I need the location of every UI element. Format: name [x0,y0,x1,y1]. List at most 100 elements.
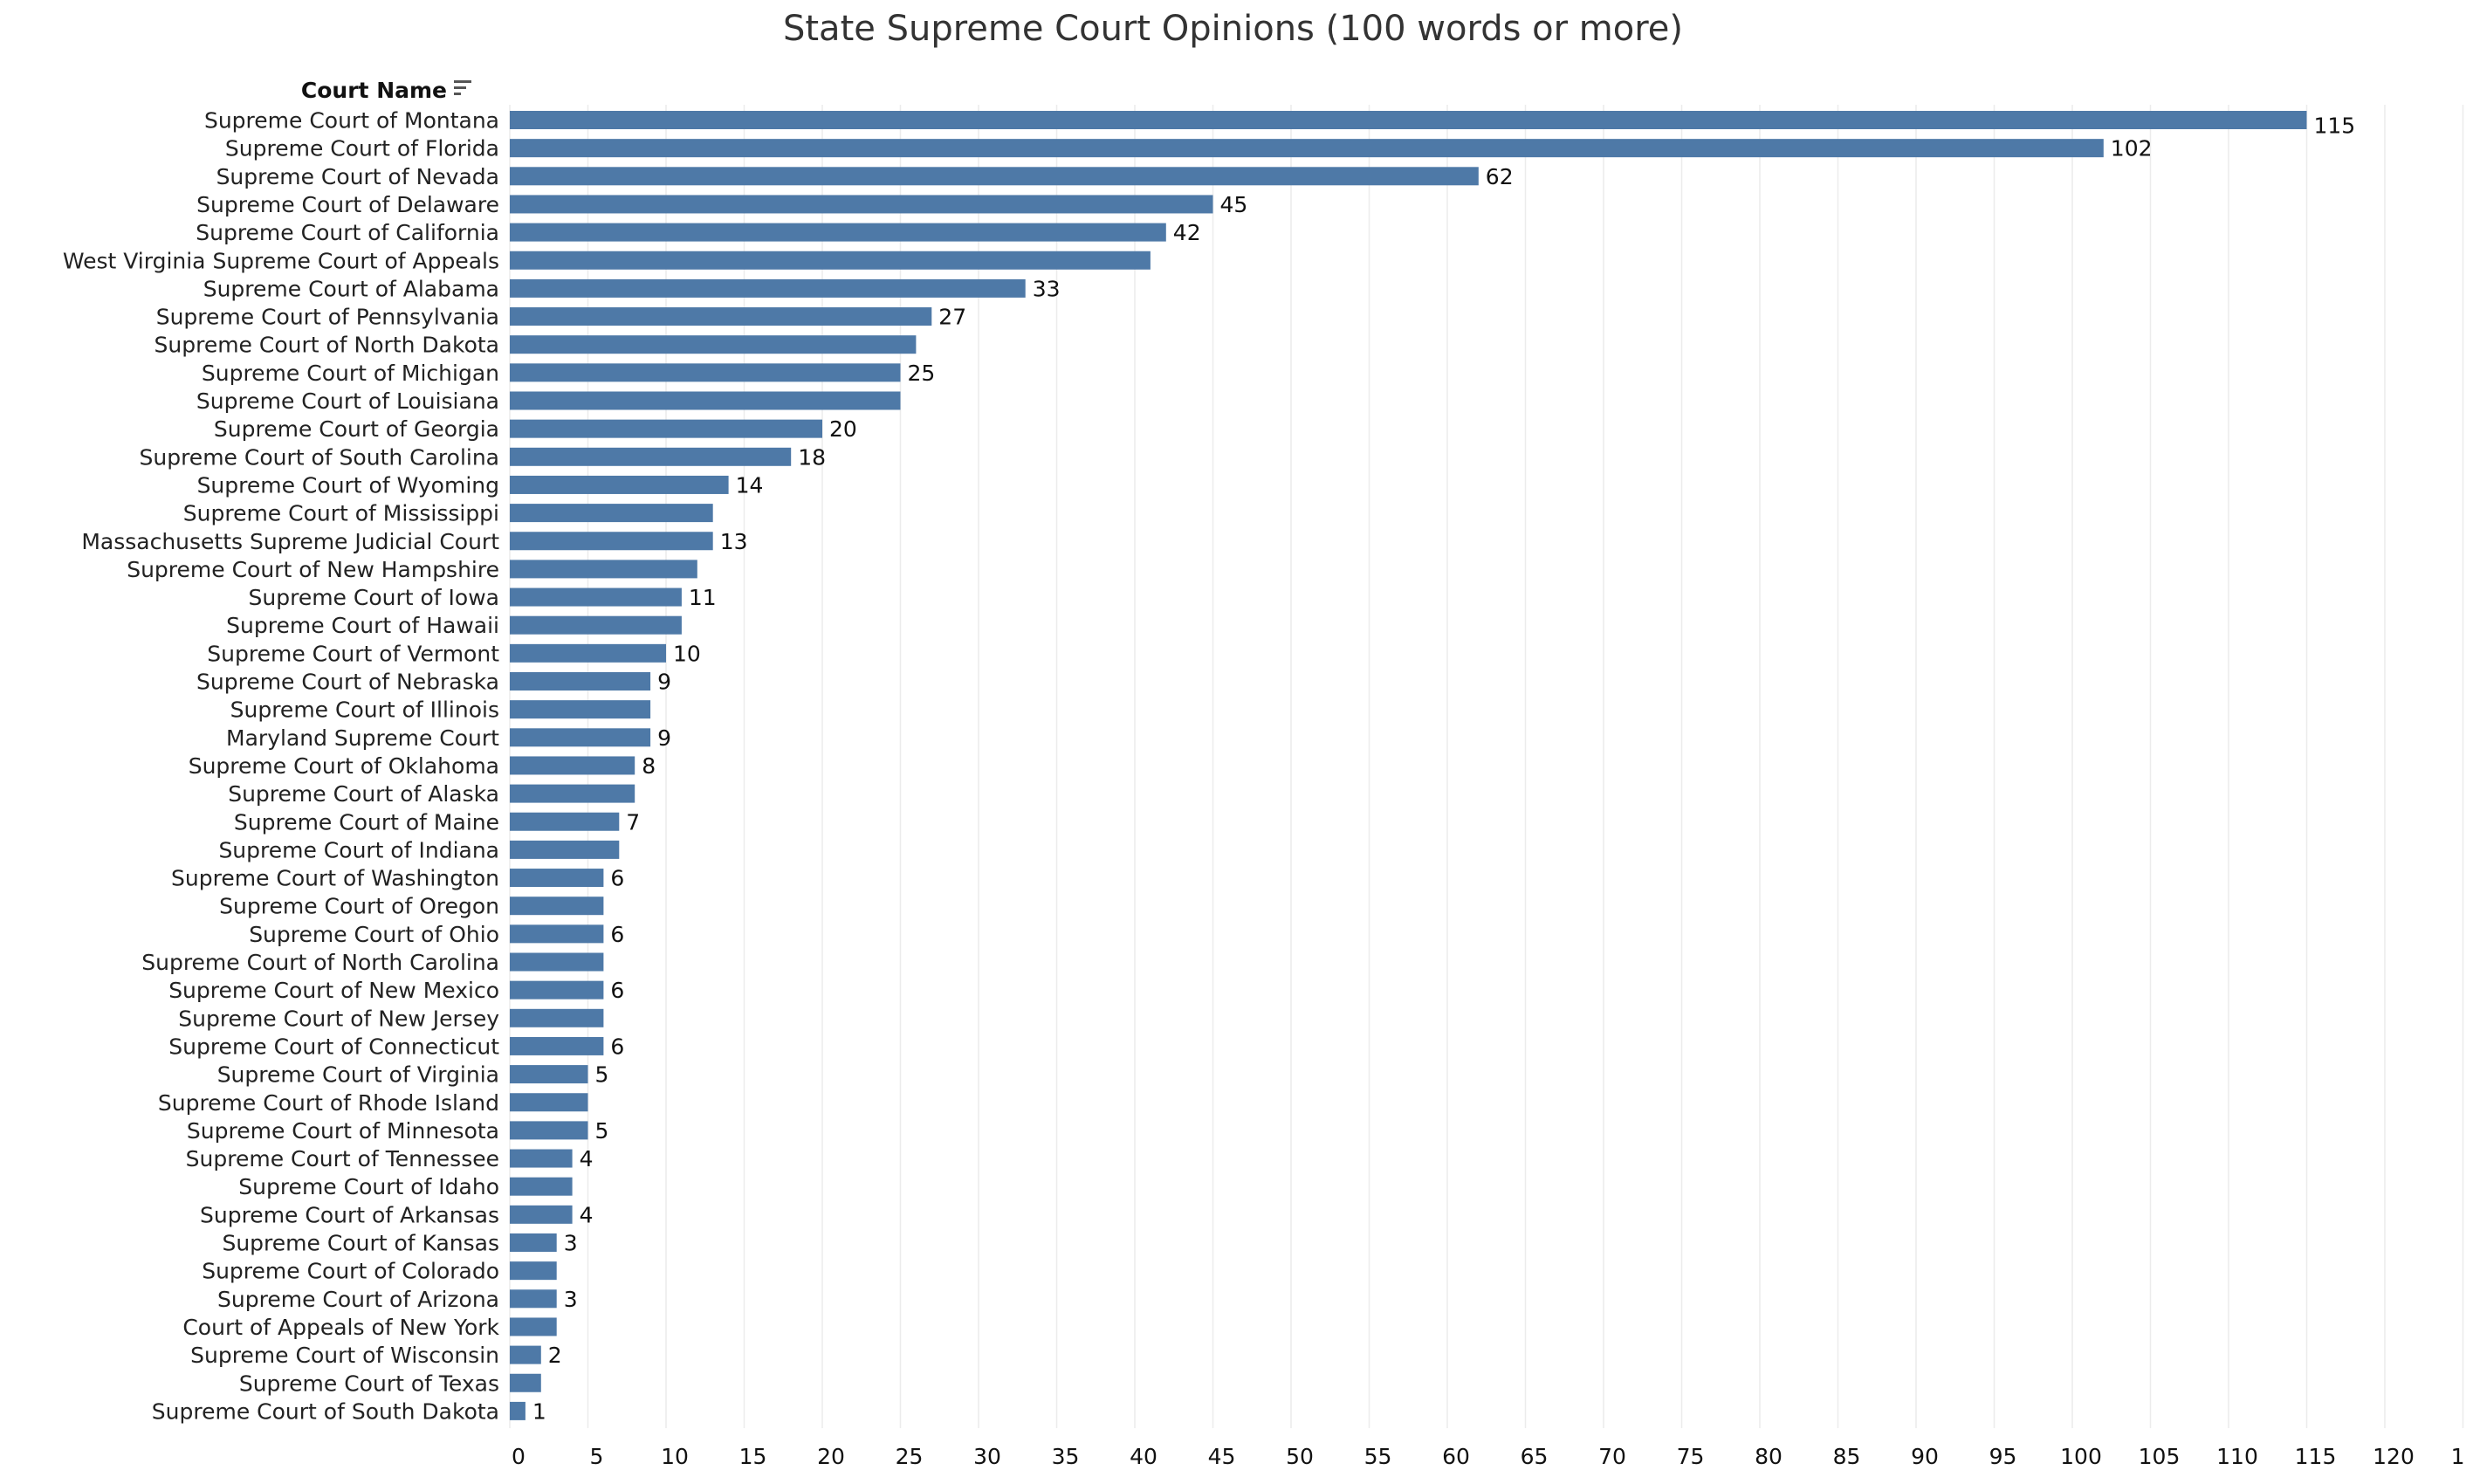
bar[interactable] [510,1121,588,1140]
category-label[interactable]: Supreme Court of Illinois [230,697,499,723]
category-label[interactable]: Supreme Court of Georgia [214,416,499,442]
bar[interactable] [510,1008,604,1027]
bar[interactable] [510,195,1213,214]
category-label[interactable]: Supreme Court of Montana [204,108,499,134]
category-label[interactable]: Supreme Court of Washington [171,866,499,891]
category-label[interactable]: Supreme Court of North Carolina [141,950,499,975]
category-label[interactable]: Court of Appeals of New York [182,1315,499,1340]
bar[interactable] [510,335,917,354]
category-label[interactable]: Supreme Court of Louisiana [196,388,499,414]
bar[interactable] [510,1289,557,1309]
category-label[interactable]: Maryland Supreme Court [226,725,499,751]
category-label[interactable]: Supreme Court of New Jersey [178,1006,499,1031]
category-label[interactable]: Supreme Court of South Carolina [140,444,500,470]
category-label[interactable]: Supreme Court of Arkansas [200,1202,499,1227]
y-axis-header[interactable]: Court Name [301,78,447,103]
bar[interactable] [510,1205,573,1224]
category-label[interactable]: Supreme Court of Colorado [202,1259,499,1284]
bar[interactable] [510,111,2307,129]
bar[interactable] [510,1373,541,1392]
bar[interactable] [510,139,2104,158]
bar[interactable] [510,869,604,888]
bar[interactable] [510,1233,557,1252]
category-label[interactable]: Supreme Court of Wyoming [197,472,499,498]
category-label[interactable]: Supreme Court of Idaho [238,1174,499,1199]
category-label[interactable]: Supreme Court of Nevada [216,164,499,189]
bar[interactable] [510,223,1166,242]
category-label[interactable]: Supreme Court of Delaware [196,192,499,217]
category-label[interactable]: Supreme Court of Alaska [228,781,499,807]
category-label[interactable]: Supreme Court of Virginia [217,1062,499,1088]
category-label[interactable]: West Virginia Supreme Court of Appeals [63,248,499,273]
category-label[interactable]: Supreme Court of Tennessee [186,1146,499,1171]
bar[interactable] [510,447,792,466]
category-label[interactable]: Supreme Court of Maine [234,809,499,835]
bar[interactable] [510,728,651,747]
bar[interactable] [510,1036,604,1055]
bar[interactable] [510,1345,541,1364]
bar[interactable] [510,812,620,831]
bar[interactable] [510,391,901,410]
category-label[interactable]: Supreme Court of California [196,220,499,245]
category-label[interactable]: Supreme Court of Minnesota [187,1118,499,1144]
bar[interactable] [510,1177,573,1196]
category-label[interactable]: Supreme Court of Wisconsin [190,1343,499,1368]
category-label[interactable]: Supreme Court of Florida [225,136,499,161]
bar[interactable] [510,251,1151,270]
category-label[interactable]: Supreme Court of New Hampshire [127,557,499,582]
sort-descending-icon[interactable] [454,80,471,95]
bar[interactable] [510,419,822,438]
category-label[interactable]: Supreme Court of Indiana [218,837,499,862]
value-labels: 1151026245423327252018141311109987666655… [532,113,2355,1425]
category-label[interactable]: Supreme Court of Texas [239,1371,499,1396]
bar[interactable] [510,1065,588,1084]
category-label[interactable]: Supreme Court of Ohio [249,922,499,947]
category-label[interactable]: Supreme Court of Mississippi [183,501,499,526]
bar[interactable] [510,1317,557,1336]
bar[interactable] [510,278,1026,298]
category-label[interactable]: Supreme Court of Kansas [222,1231,499,1256]
category-label[interactable]: Supreme Court of New Mexico [168,978,499,1003]
bar[interactable] [510,700,651,719]
x-tick-label: 110 [2216,1444,2258,1469]
category-label[interactable]: Supreme Court of Iowa [249,585,499,610]
bar[interactable] [510,167,1479,186]
bar[interactable] [510,952,604,972]
bar[interactable] [510,532,713,551]
category-label[interactable]: Massachusetts Supreme Judicial Court [81,529,499,554]
bar[interactable] [510,980,604,1000]
category-label[interactable]: Supreme Court of Alabama [203,276,499,301]
category-label[interactable]: Supreme Court of Oklahoma [189,753,499,779]
bar[interactable] [510,1401,525,1420]
category-label[interactable]: Supreme Court of North Dakota [155,333,499,358]
category-label[interactable]: Supreme Court of Michigan [202,361,499,386]
bar[interactable] [510,643,666,663]
bar[interactable] [510,924,604,944]
bar[interactable] [510,307,932,326]
category-label[interactable]: Supreme Court of Connecticut [168,1034,499,1059]
bar[interactable] [510,1261,557,1281]
category-label[interactable]: Supreme Court of Pennsylvania [156,305,499,330]
x-tick-label: 115 [2295,1444,2337,1469]
bar[interactable] [510,475,729,494]
bar[interactable] [510,784,635,803]
category-label[interactable]: Supreme Court of Rhode Island [158,1090,499,1116]
category-label[interactable]: Supreme Court of Hawaii [226,613,499,638]
bar[interactable] [510,672,651,690]
bar[interactable] [510,840,620,859]
bar[interactable] [510,363,901,382]
bar[interactable] [510,560,697,579]
category-label[interactable]: Supreme Court of Oregon [219,894,499,919]
bar[interactable] [510,615,682,635]
bar[interactable] [510,504,713,523]
bar[interactable] [510,1149,573,1168]
category-label[interactable]: Supreme Court of Arizona [217,1287,499,1312]
bar[interactable] [510,587,682,607]
bar[interactable] [510,1093,588,1112]
category-label[interactable]: Supreme Court of Nebraska [196,670,499,695]
bar[interactable] [510,897,604,916]
category-label[interactable]: Supreme Court of South Dakota [152,1398,499,1424]
category-label[interactable]: Supreme Court of Vermont [207,641,499,666]
bar[interactable] [510,756,635,775]
x-tick-label: 55 [1364,1444,1392,1469]
